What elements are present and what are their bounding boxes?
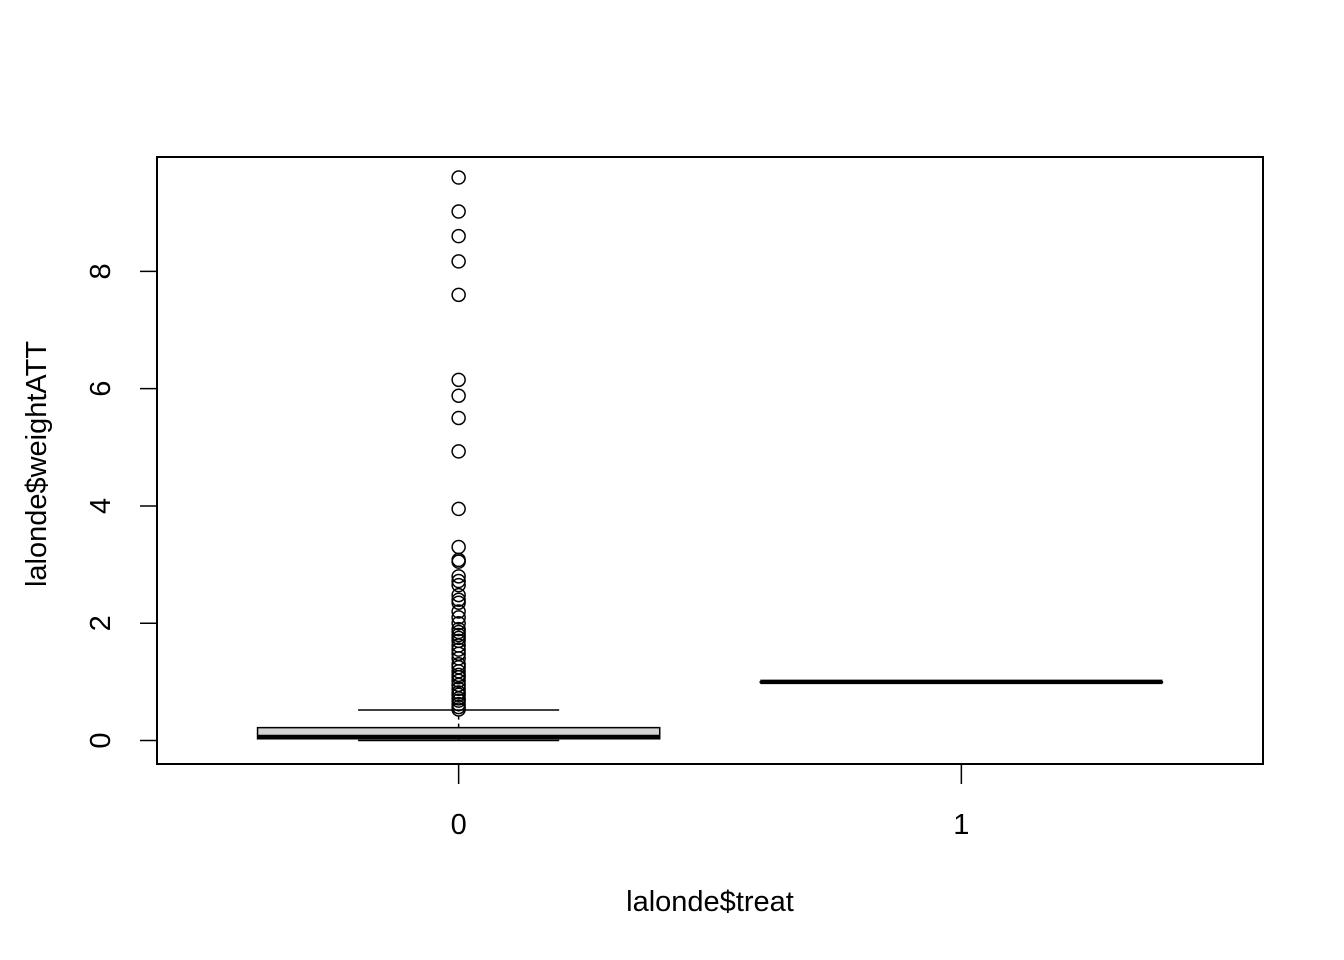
outlier-point bbox=[451, 642, 466, 657]
outlier-point bbox=[451, 681, 466, 697]
outlier-point bbox=[451, 669, 466, 685]
outlier-point bbox=[451, 501, 466, 517]
y-axis: 0 2 4 6 8 bbox=[85, 263, 158, 749]
outlier-point bbox=[451, 702, 466, 717]
outlier-point bbox=[451, 287, 466, 303]
outlier-point bbox=[451, 204, 466, 219]
y-axis-title: lalonde$weightATT bbox=[21, 341, 53, 587]
outlier-point bbox=[451, 254, 466, 269]
outlier-point bbox=[451, 388, 466, 403]
outlier-point bbox=[451, 410, 466, 426]
plot-marks bbox=[256, 170, 1164, 742]
y-tick-label: 0 bbox=[85, 732, 117, 748]
y-tick-label: 8 bbox=[85, 263, 117, 279]
y-tick-label: 4 bbox=[85, 498, 117, 514]
plot-frame bbox=[156, 156, 1264, 765]
outlier-point bbox=[451, 615, 466, 631]
outlier-point bbox=[451, 554, 466, 569]
outlier-point bbox=[451, 587, 466, 603]
outlier-point bbox=[451, 228, 466, 244]
y-tick-label: 6 bbox=[85, 381, 117, 397]
outlier-point bbox=[451, 170, 466, 185]
outlier-point bbox=[451, 673, 466, 688]
outlier-point bbox=[451, 444, 466, 459]
outlier-point bbox=[451, 604, 466, 619]
box-group-0 bbox=[256, 170, 661, 742]
x-axis-title: lalonde$treat bbox=[626, 886, 794, 918]
x-tick-label: 1 bbox=[953, 809, 969, 841]
outlier-point bbox=[451, 539, 466, 555]
outlier-point bbox=[451, 693, 466, 708]
outlier-point bbox=[451, 569, 466, 584]
box-group-1 bbox=[759, 679, 1164, 685]
outlier-point bbox=[451, 577, 466, 593]
outlier-point bbox=[451, 372, 466, 388]
y-tick-label: 2 bbox=[85, 615, 117, 631]
outlier-point bbox=[451, 610, 466, 625]
outlier-point bbox=[451, 595, 466, 610]
x-tick-label: 0 bbox=[451, 809, 467, 841]
outlier-point bbox=[451, 573, 466, 589]
